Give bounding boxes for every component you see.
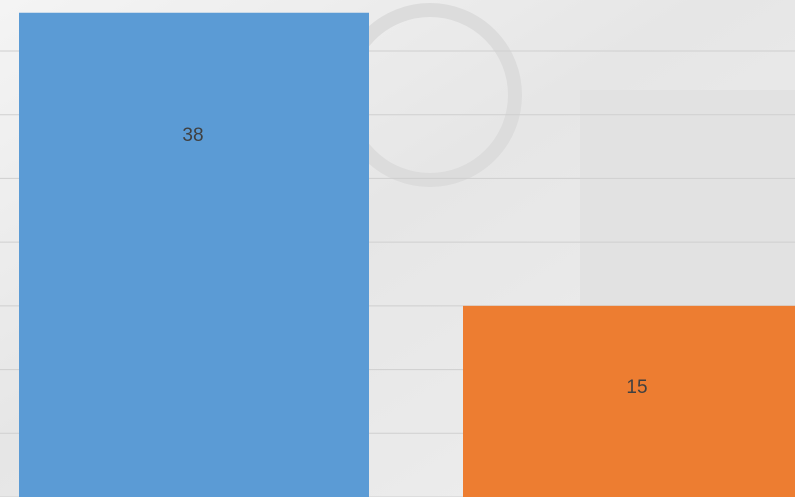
data-label: 15 — [626, 377, 647, 398]
bars: 38 15 — [19, 12, 795, 497]
bar — [463, 305, 795, 497]
data-label: 38 — [182, 125, 203, 146]
bar — [19, 12, 369, 497]
background-building — [580, 90, 795, 310]
